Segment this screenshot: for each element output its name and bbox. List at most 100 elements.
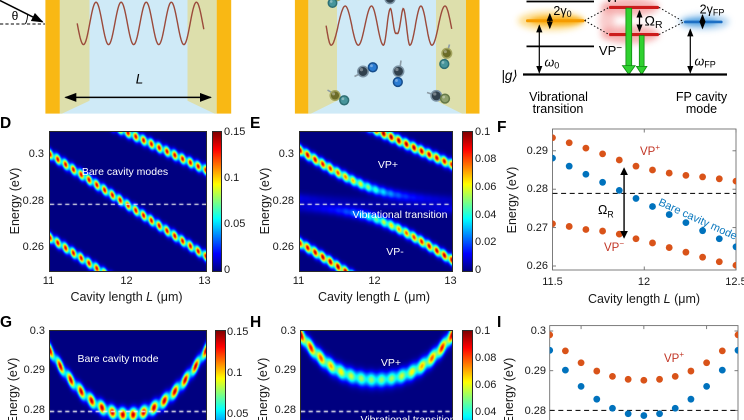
data-point <box>577 382 585 390</box>
f-xlabel: Cavity length L (μm) <box>587 292 701 306</box>
data-point <box>734 331 739 339</box>
molecule <box>354 62 378 78</box>
molecule <box>384 0 396 5</box>
data-point <box>699 173 707 181</box>
vp-plus-level-bar <box>609 5 659 9</box>
left-mirror <box>294 0 309 114</box>
data-point <box>640 376 648 384</box>
atom-highlight <box>443 50 447 54</box>
panel-letter-d: D <box>0 115 12 132</box>
d-xlabel: Cavity length L (μm) <box>70 289 183 304</box>
data-point <box>734 346 739 354</box>
h-ytick-0.29: 0.29 <box>274 364 296 376</box>
f-ytick-0.29: 0.29 <box>526 144 548 157</box>
f-vp-minus-label: VP− <box>604 239 625 254</box>
left-spacer-wedge <box>308 0 337 114</box>
data-point <box>599 227 606 235</box>
data-point <box>732 177 736 185</box>
atom-olive <box>329 89 341 102</box>
h-cbtick-0.08: 0.08 <box>475 351 497 364</box>
data-point <box>665 169 673 177</box>
data-point <box>640 412 648 419</box>
heatmap-bare-cavity-mode-vs-angle <box>48 329 207 420</box>
panel-letter-i: I <box>497 314 502 331</box>
data-point <box>599 150 606 158</box>
data-point <box>552 154 556 162</box>
atom-olive <box>441 47 453 59</box>
molecule <box>439 44 453 70</box>
colorbar-d <box>211 131 222 272</box>
data-point <box>671 372 679 380</box>
cavity-field-wave <box>76 1 205 46</box>
annotation-arrows <box>536 9 706 74</box>
f-ytick-0.28: 0.28 <box>526 183 548 195</box>
h-cbtick-0.04: 0.04 <box>475 405 497 418</box>
rabi-label: ΩR <box>644 13 662 32</box>
annotation-vp-plus: VP+ <box>377 158 399 171</box>
panel-letter-f: F <box>497 119 507 136</box>
e-cbtick-0.08: 0.08 <box>475 153 497 165</box>
molecules <box>327 0 453 106</box>
g-ytick-0.3: 0.3 <box>29 324 45 337</box>
f-xtick-12: 12 <box>637 275 651 288</box>
left-mirror <box>45 0 60 114</box>
atom-blue <box>392 76 403 88</box>
data-point <box>565 223 573 230</box>
data-point <box>732 243 736 251</box>
atom-blue <box>367 62 378 73</box>
g-cbtick-0.1: 0.1 <box>227 366 243 379</box>
h-ytick-0.28: 0.28 <box>274 403 296 416</box>
data-point <box>549 331 554 339</box>
f-series-VP+ <box>552 134 736 185</box>
d-ytick-0.28: 0.28 <box>22 194 44 207</box>
i-data-points <box>549 331 739 419</box>
vibrational-transition-caption-2: transition <box>533 102 584 116</box>
data-point <box>656 410 663 418</box>
atom-teal <box>339 95 350 106</box>
f-ytick-0.27: 0.27 <box>526 221 548 234</box>
e-cbtick-0: 0 <box>475 263 482 276</box>
f-rabi-label: ΩR <box>598 203 614 220</box>
data-point <box>649 239 656 247</box>
g-ytick-0.28: 0.28 <box>23 403 45 416</box>
atom-teal <box>439 58 450 70</box>
e-cbtick-0.1: 0.1 <box>475 125 491 138</box>
atom-dark <box>357 65 369 78</box>
annotation-bare-cavity-modes: Bare cavity modes <box>81 166 169 178</box>
heatmap-bare-cavity-modes <box>48 131 207 272</box>
annotation-vp-plus-angle: VP+ <box>380 356 402 369</box>
h-cbtick-0.06: 0.06 <box>475 378 497 391</box>
atom-highlight <box>395 79 398 82</box>
atom-teal <box>327 0 338 8</box>
d-ytick-0.3: 0.3 <box>28 148 44 160</box>
data-point <box>656 375 663 383</box>
panel-b-cavity-with-molecules <box>294 0 480 114</box>
data-point <box>593 367 601 375</box>
data-point <box>715 235 723 243</box>
data-point <box>682 171 690 179</box>
data-point <box>565 139 573 147</box>
atom-dark <box>384 0 396 5</box>
vp-plus-label-clipped: VP+ <box>605 0 628 5</box>
d-xtick-13: 13 <box>198 275 211 287</box>
omegafp-label: ωFP <box>695 55 716 70</box>
data-point <box>699 227 707 235</box>
i-ytick-0.29: 0.29 <box>524 364 546 377</box>
d-cbtick-0.15: 0.15 <box>224 125 246 138</box>
h-ytick-0.3: 0.3 <box>280 324 296 337</box>
theta-label: θ <box>12 9 19 23</box>
f-vp-plus-label: VP+ <box>640 143 661 158</box>
molecule <box>392 60 405 88</box>
data-point <box>703 359 711 367</box>
molecule <box>327 89 350 106</box>
i-tick-marks <box>549 325 738 411</box>
f-data-points <box>552 134 736 269</box>
data-point <box>632 195 640 202</box>
data-point <box>609 404 616 412</box>
data-point <box>552 220 556 228</box>
data-point <box>582 226 590 233</box>
atom-highlight <box>370 64 373 68</box>
e-ytick-0.26: 0.26 <box>272 241 294 253</box>
